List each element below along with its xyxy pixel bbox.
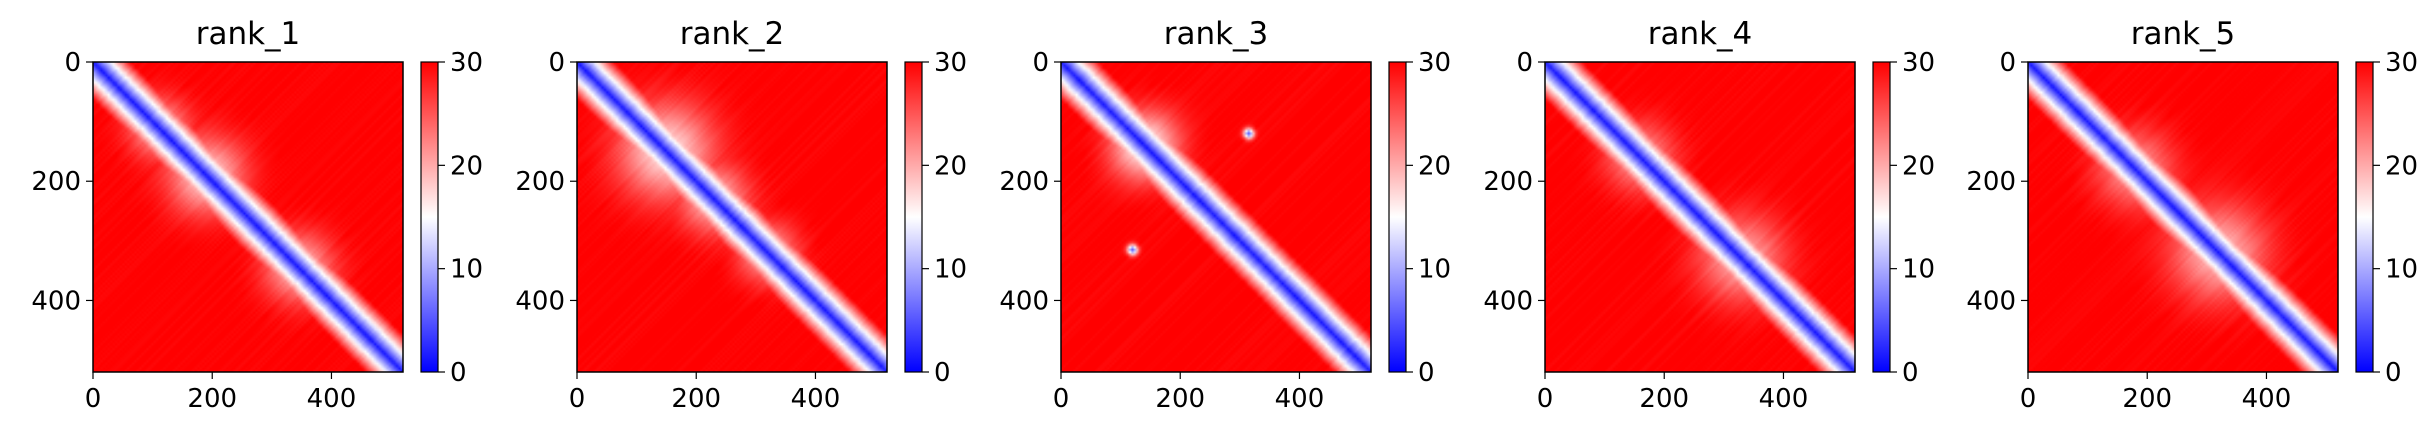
x-tick-label: 400 [791, 384, 841, 414]
y-tick-label: 0 [1999, 48, 2016, 78]
x-tick-label: 0 [569, 384, 586, 414]
colorbar-tick-label: 10 [1902, 255, 1935, 285]
x-tick-label: 400 [2242, 384, 2292, 414]
colorbar-tick-label: 0 [1902, 358, 1919, 388]
colorbar-tick-label: 10 [1418, 255, 1451, 285]
colorbar-tick-label: 0 [1418, 358, 1435, 388]
colorbar-tick-label: 0 [450, 358, 467, 388]
colorbar-tick-label: 30 [934, 48, 967, 78]
colorbar-tick-label: 30 [1418, 48, 1451, 78]
colorbar-tick-label: 20 [450, 151, 483, 181]
heatmap-image [577, 62, 887, 372]
y-tick-label: 400 [515, 286, 565, 316]
y-tick-label: 400 [1483, 286, 1533, 316]
colorbar [420, 61, 439, 373]
axes-frame [2027, 61, 2339, 373]
heatmap-image [1061, 62, 1371, 372]
colorbar [904, 61, 923, 373]
x-tick-label: 0 [1537, 384, 1554, 414]
x-tick-label: 200 [1639, 384, 1689, 414]
y-tick-label: 200 [515, 167, 565, 197]
y-tick-label: 200 [999, 167, 1049, 197]
x-tick-label: 200 [671, 384, 721, 414]
y-tick-label: 200 [1483, 167, 1533, 197]
axes-frame [1544, 61, 1856, 373]
panel-title: rank_3 [1164, 16, 1269, 52]
x-tick-label: 400 [1275, 384, 1325, 414]
axes-frame [92, 61, 404, 373]
colorbar-tick-label: 20 [1902, 151, 1935, 181]
panel-title: rank_2 [680, 16, 785, 52]
panel-title: rank_1 [196, 16, 301, 52]
y-tick-label: 400 [31, 286, 81, 316]
x-tick-label: 400 [1759, 384, 1809, 414]
y-tick-label: 0 [1516, 48, 1533, 78]
panel-title: rank_4 [1648, 16, 1753, 52]
colorbar-tick-label: 30 [2385, 48, 2418, 78]
heatmap-panel: rank_5 0 200 400 0 200 400 0 10 20 30 [1966, 16, 2418, 414]
axes-frame [1060, 61, 1372, 373]
x-tick-label: 200 [187, 384, 237, 414]
x-tick-label: 200 [1155, 384, 1205, 414]
y-tick-label: 400 [999, 286, 1049, 316]
y-tick-label: 200 [31, 167, 81, 197]
axes-frame [576, 61, 888, 373]
heatmap-image [1545, 62, 1855, 372]
y-tick-label: 200 [1966, 167, 2016, 197]
panel-title: rank_5 [2131, 16, 2236, 52]
heatmap-image [2028, 62, 2338, 372]
x-tick-label: 400 [307, 384, 357, 414]
colorbar-tick-label: 30 [450, 48, 483, 78]
colorbar [1872, 61, 1891, 373]
colorbar [2355, 61, 2374, 373]
heatmap-panel: rank_2 0 200 400 0 200 400 0 10 20 30 [515, 16, 967, 414]
colorbar-tick-label: 0 [934, 358, 951, 388]
y-tick-label: 0 [64, 48, 81, 78]
x-tick-label: 0 [1053, 384, 1070, 414]
heatmap-panel: rank_1 0 200 400 0 200 400 0 10 20 30 [31, 16, 483, 414]
colorbar-tick-label: 10 [934, 255, 967, 285]
colorbar [1388, 61, 1407, 373]
x-tick-label: 200 [2122, 384, 2172, 414]
y-tick-label: 400 [1966, 286, 2016, 316]
x-tick-label: 0 [85, 384, 102, 414]
colorbar-tick-label: 20 [2385, 151, 2418, 181]
x-tick-label: 0 [2020, 384, 2037, 414]
colorbar-tick-label: 30 [1902, 48, 1935, 78]
colorbar-tick-label: 10 [450, 255, 483, 285]
colorbar-tick-label: 0 [2385, 358, 2402, 388]
y-tick-label: 0 [1032, 48, 1049, 78]
colorbar-tick-label: 20 [934, 151, 967, 181]
heatmap-panel: rank_4 0 200 400 0 200 400 0 10 20 30 [1483, 16, 1935, 414]
colorbar-tick-label: 20 [1418, 151, 1451, 181]
y-tick-label: 0 [548, 48, 565, 78]
colorbar-tick-label: 10 [2385, 255, 2418, 285]
heatmap-panel: rank_3 0 200 400 0 200 400 0 10 20 30 [999, 16, 1451, 414]
heatmap-image [93, 62, 403, 372]
